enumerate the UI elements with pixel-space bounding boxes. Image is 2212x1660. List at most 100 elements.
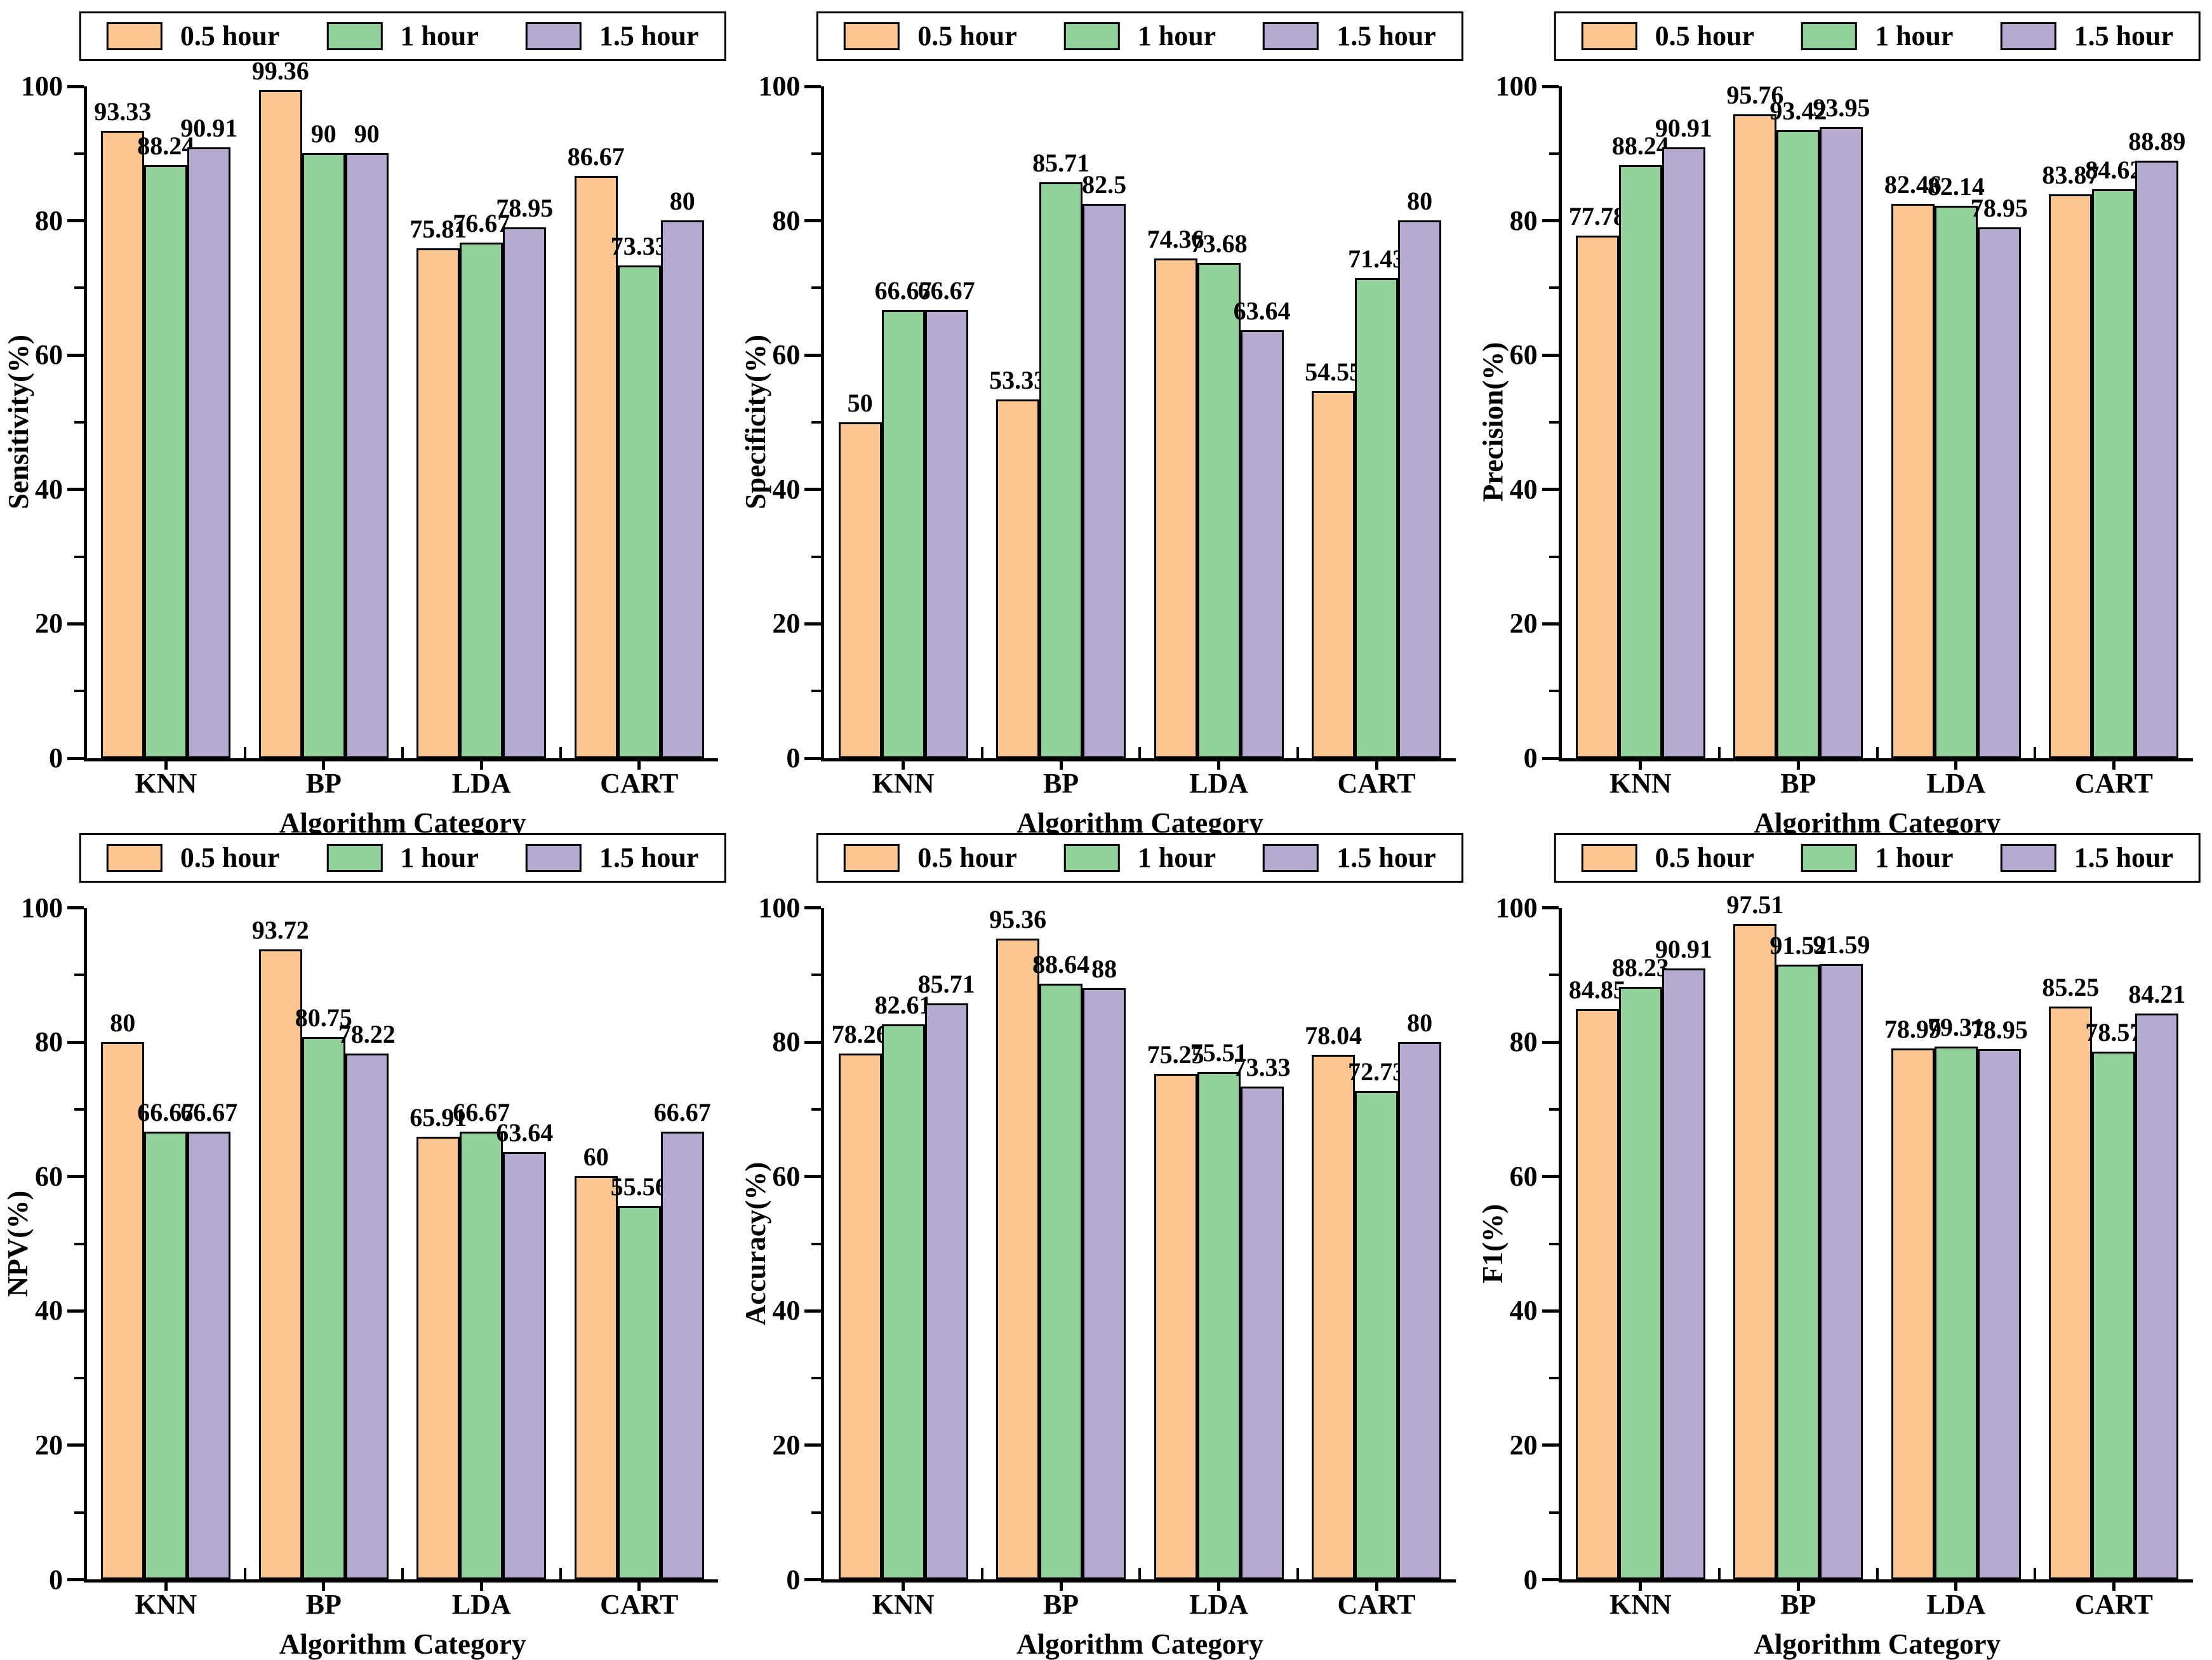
x-minor-tick [401,1568,404,1579]
legend-swatch-1 [106,843,163,872]
bar-value-label: 88.89 [2128,127,2186,156]
x-tick-label: BP [1043,767,1079,799]
y-minor-tick [74,1108,84,1111]
x-tick-label: BP [305,1589,342,1620]
x-tick-label: KNN [1609,767,1672,799]
y-tick [804,756,822,760]
y-tick-label: 40 [772,473,801,505]
legend-item-1: 0.5 hour [844,841,1017,873]
bar-value-label: 93.72 [251,916,309,945]
legend: 0.5 hour 1 hour 1.5 hour [1554,833,2201,883]
x-tick-label: CART [2074,1589,2153,1620]
bar-value-label: 78.95 [496,194,554,223]
y-minor-tick [811,1108,822,1111]
x-tick [479,758,483,770]
bar-value-label: 73.68 [1190,229,1248,258]
legend-swatch-2 [326,843,383,872]
x-axis-title: Algorithm Category [1016,1628,1263,1660]
plot-area-npv: 0.5 hour 1 hour 1.5 hour NPV(%) 0 20 40 60 80 100… [3,833,726,1659]
y-tick-label: 0 [1523,742,1538,773]
y-tick [67,1309,84,1313]
legend-swatch-1 [1581,843,1637,872]
bar-cart-2 [617,1206,661,1579]
x-tick-label: KNN [135,767,197,799]
legend-item-3: 1.5 hour [525,22,698,50]
bar-bp-2 [1039,182,1083,758]
bar-value-label: 80 [110,1008,136,1037]
y-tick-label: 100 [758,892,801,923]
y-tick-label: 60 [772,339,801,371]
bar-value-label: 79.31 [1927,1012,1985,1041]
bar-lda-1 [416,1136,460,1579]
legend-label-2: 1 hour [1137,20,1216,51]
bar-value-label: 82.61 [874,991,932,1019]
bar-value-label: 88.24 [1611,131,1669,160]
bar-value-label: 83.87 [2042,161,2100,190]
y-tick [1542,219,1559,223]
legend: 0.5 hour 1 hour 1.5 hour [816,11,1463,61]
bar-value-label: 90.91 [1655,935,1712,964]
y-tick-label: 100 [21,70,63,102]
bar-bp-3 [345,1054,389,1579]
legend-item-1: 0.5 hour [1581,22,1754,50]
bar-value-label: 63.64 [496,1118,554,1147]
bar-bp-2 [302,153,345,758]
legend-label-1: 0.5 hour [917,841,1017,873]
x-tick-label: CART [600,767,679,799]
x-tick-label: LDA [451,767,511,799]
y-axis-title: Specificity(%) [736,86,775,758]
legend-item-1: 0.5 hour [106,843,279,872]
y-tick [1542,1443,1559,1447]
bar-value-label: 75.25 [1147,1040,1204,1069]
y-minor-tick [74,1242,84,1245]
panel-sensitivity: 0.5 hour 1 hour 1.5 hour Sensitivity(%) 0 20 4… [0,0,737,837]
y-minor-tick [811,555,822,558]
legend-swatch-2 [326,22,383,50]
legend-label-3: 1.5 hour [1336,20,1436,51]
bar-bp-1 [258,949,302,1579]
bar-bp-1 [996,399,1040,758]
x-tick-label: KNN [1609,1589,1672,1620]
bar-value-label: 78.22 [338,1020,396,1049]
bar-bp-2 [1776,964,1820,1579]
legend-item-3: 1.5 hour [2000,22,2173,50]
y-minor-tick [1549,1377,1559,1380]
bar-knn-2 [144,1131,188,1579]
y-tick-label: 60 [772,1160,801,1192]
y-tick [1542,906,1559,909]
legend-swatch-2 [1801,843,1858,872]
x-minor-tick [2034,746,2037,758]
y-axis-title: NPV(%) [0,908,37,1580]
panel-npv: 0.5 hour 1 hour 1.5 hour NPV(%) 0 20 40 60 80 100… [0,822,737,1659]
bar-bp-2 [302,1036,345,1579]
plot-area-specificity: 0.5 hour 1 hour 1.5 hour Specificity(%) 0 20 4… [740,11,1463,837]
x-minor-tick [401,746,404,758]
bar-value-label: 90 [354,119,380,149]
legend-item-3: 1.5 hour [525,843,698,872]
bar-knn-1 [101,1041,145,1579]
x-minor-tick [1718,746,1721,758]
x-minor-tick [980,746,983,758]
y-tick [804,622,822,626]
bar-knn-1 [838,422,882,758]
bar-value-label: 72.73 [1348,1057,1406,1086]
x-tick-label: LDA [1189,767,1249,799]
x-minor-tick [1876,746,1879,758]
legend-item-2: 1 hour [1063,843,1216,872]
y-tick [67,219,84,223]
y-minor-tick [1549,1108,1559,1111]
y-tick-label: 40 [1509,1295,1538,1327]
bar-value-label: 80.75 [295,1003,352,1032]
y-minor-tick [1549,974,1559,977]
y-tick [804,906,822,909]
bar-cart-1 [2049,1007,2093,1579]
y-axis-title-text: F1(%) [1477,1203,1509,1283]
legend-label-3: 1.5 hour [2074,841,2174,873]
bar-lda-3 [1240,330,1284,758]
bar-lda-2 [460,243,503,758]
bar-value-label: 80 [669,187,695,216]
bar-bp-3 [1820,963,1863,1579]
y-tick [67,756,84,760]
bar-value-label: 88 [1091,954,1117,983]
y-tick-label: 100 [758,70,801,102]
